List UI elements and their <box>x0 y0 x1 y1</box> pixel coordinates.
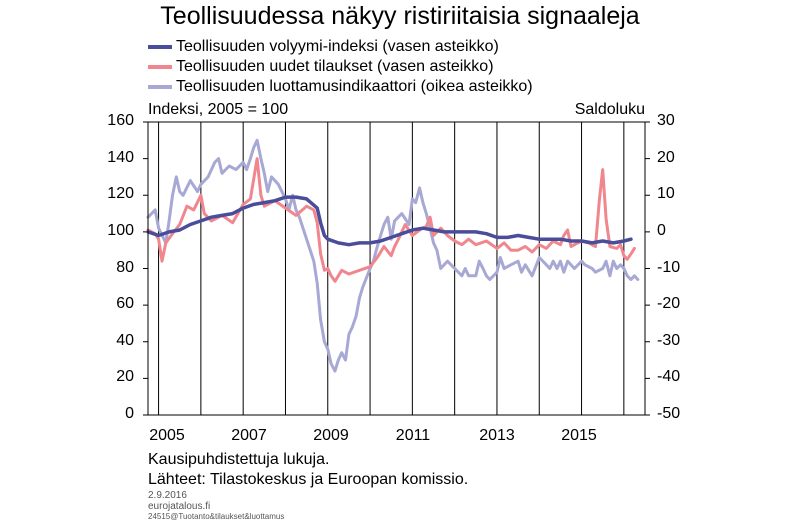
x-tick-label: 2009 <box>313 427 349 444</box>
legend-swatch-confidence-indicator <box>148 85 172 89</box>
legend-label-volume-index: Teollisuuden volyymi-indeksi (vasen aste… <box>176 38 499 55</box>
x-tick-label: 2013 <box>479 427 515 444</box>
right-tick-label: -40 <box>657 368 681 385</box>
x-tick-label: 2005 <box>149 427 185 444</box>
left-tick-label: 80 <box>116 259 134 276</box>
right-tick-label: -30 <box>657 332 681 349</box>
right-axis-label: Saldoluku <box>574 101 645 118</box>
chart-title: Teollisuudessa näkyy ristiriitaisia sign… <box>160 2 640 30</box>
right-tick-label: -10 <box>657 259 681 276</box>
left-tick-label: 160 <box>107 112 134 129</box>
legend-swatch-volume-index <box>148 45 172 49</box>
legend-item-new-orders: Teollisuuden uudet tilaukset (vasen aste… <box>148 57 494 77</box>
new-orders-line <box>146 157 636 283</box>
right-tick-label: -50 <box>657 405 681 422</box>
right-tick-label: 30 <box>657 112 675 129</box>
chart-code: 24515@Tuotanto&tilaukset&luottamus <box>148 512 285 521</box>
plot-frame <box>147 121 646 416</box>
right-tick-label: 10 <box>657 185 675 202</box>
left-tick-label: 60 <box>116 295 134 312</box>
left-tick-label: 140 <box>107 149 134 166</box>
right-tick-label: 20 <box>657 149 675 166</box>
left-tick-label: 120 <box>107 185 134 202</box>
legend-item-confidence-indicator: Teollisuuden luottamusindikaattori (oike… <box>148 77 533 97</box>
legend-label-confidence-indicator: Teollisuuden luottamusindikaattori (oike… <box>176 78 533 95</box>
adjustment-note: Kausipuhdistettuja lukuja. <box>148 451 330 468</box>
legend-label-new-orders: Teollisuuden uudet tilaukset (vasen aste… <box>176 58 494 75</box>
confidence-indicator-line <box>146 138 640 373</box>
legend-swatch-new-orders <box>148 65 172 69</box>
publication-date: 2.9.2016 <box>148 490 187 501</box>
sources-note: Lähteet: Tilastokeskus ja Euroopan komis… <box>148 471 469 488</box>
right-tick-label: 0 <box>657 222 666 239</box>
left-tick-label: 40 <box>116 332 134 349</box>
x-tick-label: 2007 <box>231 427 267 444</box>
x-tick-label: 2011 <box>395 427 431 444</box>
legend-item-volume-index: Teollisuuden volyymi-indeksi (vasen aste… <box>148 37 499 57</box>
site-name: eurojatalous.fi <box>148 501 211 512</box>
x-tick-label: 2015 <box>561 427 597 444</box>
volume-index-line <box>146 195 633 247</box>
left-tick-label: 20 <box>116 368 134 385</box>
right-tick-label: -20 <box>657 295 681 312</box>
left-axis-label: Indeksi, 2005 = 100 <box>148 101 289 118</box>
left-tick-label: 100 <box>107 222 134 239</box>
left-tick-label: 0 <box>125 405 134 422</box>
